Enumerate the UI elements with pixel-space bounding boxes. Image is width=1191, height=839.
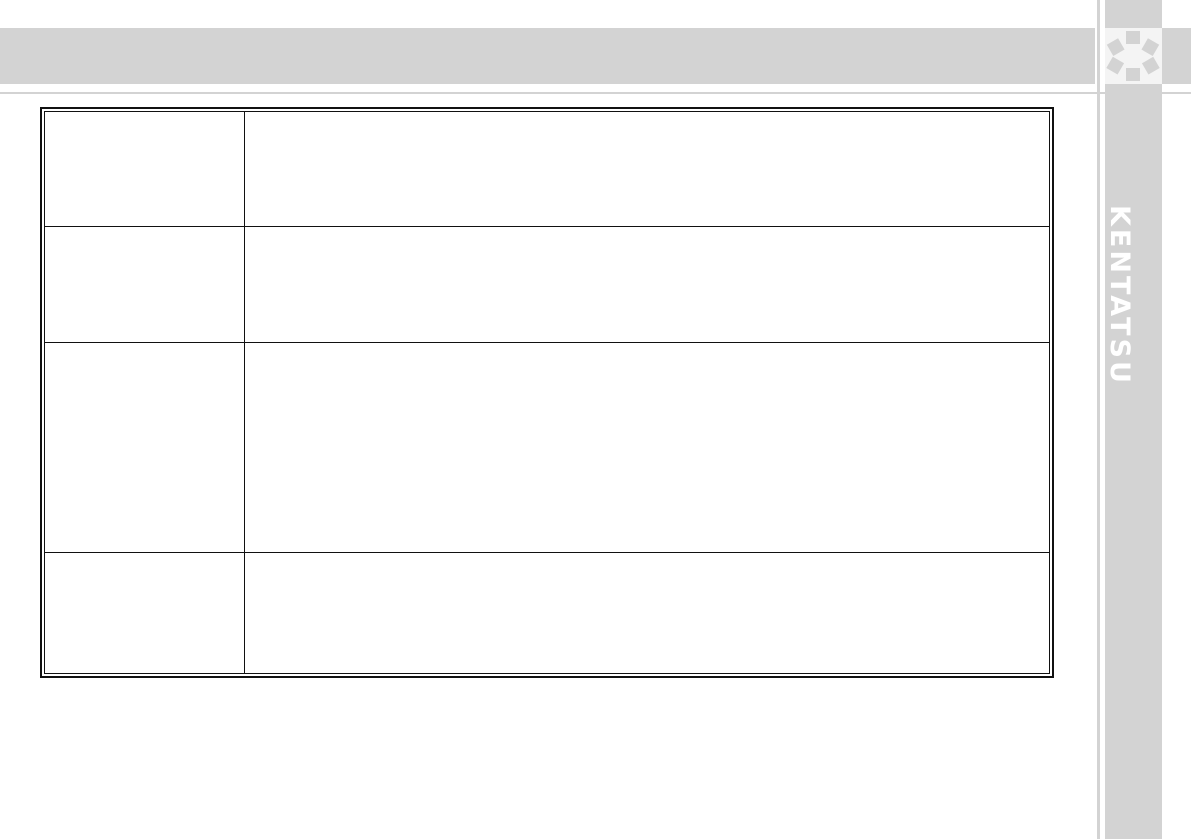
row-value [244,552,1050,674]
sidebar-divider [1097,0,1100,839]
row-label [44,111,245,227]
header-band-right [1162,28,1191,84]
table-row [44,226,1050,343]
row-value [244,226,1050,343]
row-label [44,342,245,553]
logo [1105,28,1162,84]
header-band [0,28,1095,84]
row-label [44,552,245,674]
row-value [244,342,1050,553]
table-row [44,111,1050,227]
header-divider [0,92,1191,94]
table-row [44,552,1050,674]
spec-table [40,107,1054,678]
row-value [244,111,1050,227]
row-label [44,226,245,343]
flower-hexagon-logo-icon [1106,31,1160,81]
brand-name: KENTATSU [1104,205,1135,386]
brand-sidebar [1105,0,1162,839]
table-row [44,342,1050,553]
